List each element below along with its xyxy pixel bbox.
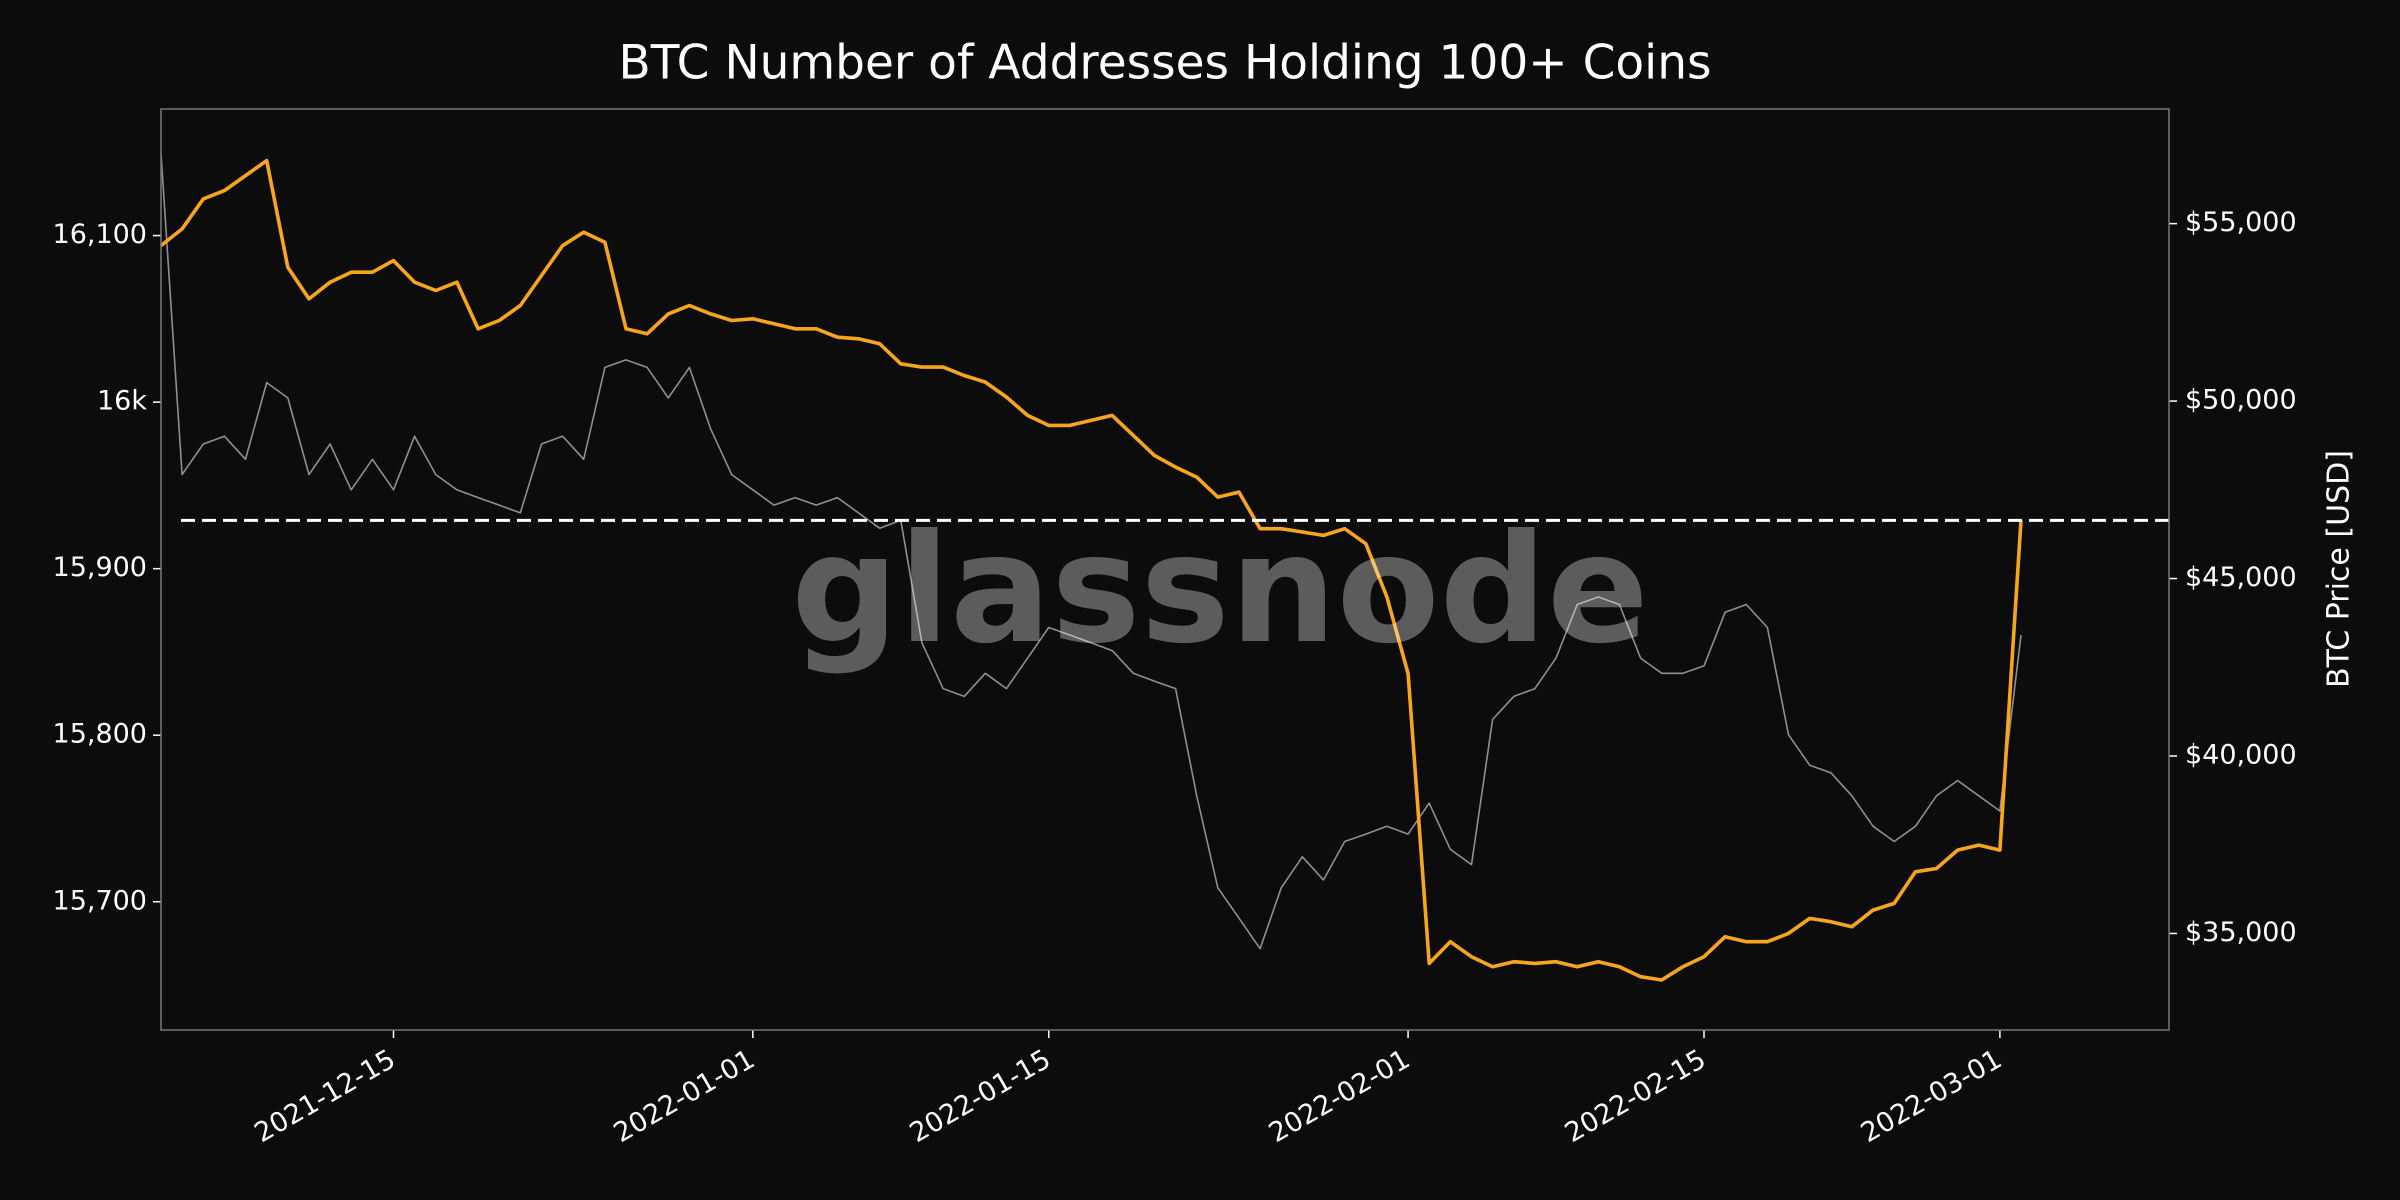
y-tick-label: 15,900 (53, 552, 147, 583)
watermark: glassnode (791, 503, 1649, 677)
y2-tick-label: $50,000 (2185, 385, 2297, 416)
y2-axis-label: BTC Price [USD] (2322, 450, 2357, 688)
holders-line (159, 158, 2023, 982)
y-tick-label: 16k (97, 386, 147, 417)
y2-tick-label: $35,000 (2185, 917, 2297, 948)
y2-tick-label: $55,000 (2185, 207, 2297, 238)
price-line (160, 153, 2022, 950)
y-tick-label: 15,700 (53, 885, 147, 916)
plot-frame (160, 108, 2170, 1031)
y2-tick-label: $45,000 (2185, 562, 2297, 593)
chart-title: BTC Number of Addresses Holding 100+ Coi… (618, 36, 1711, 91)
y2-tick-label: $40,000 (2185, 740, 2297, 771)
y-tick-label: 15,800 (53, 719, 147, 750)
y-tick-label: 16,100 (53, 219, 147, 250)
